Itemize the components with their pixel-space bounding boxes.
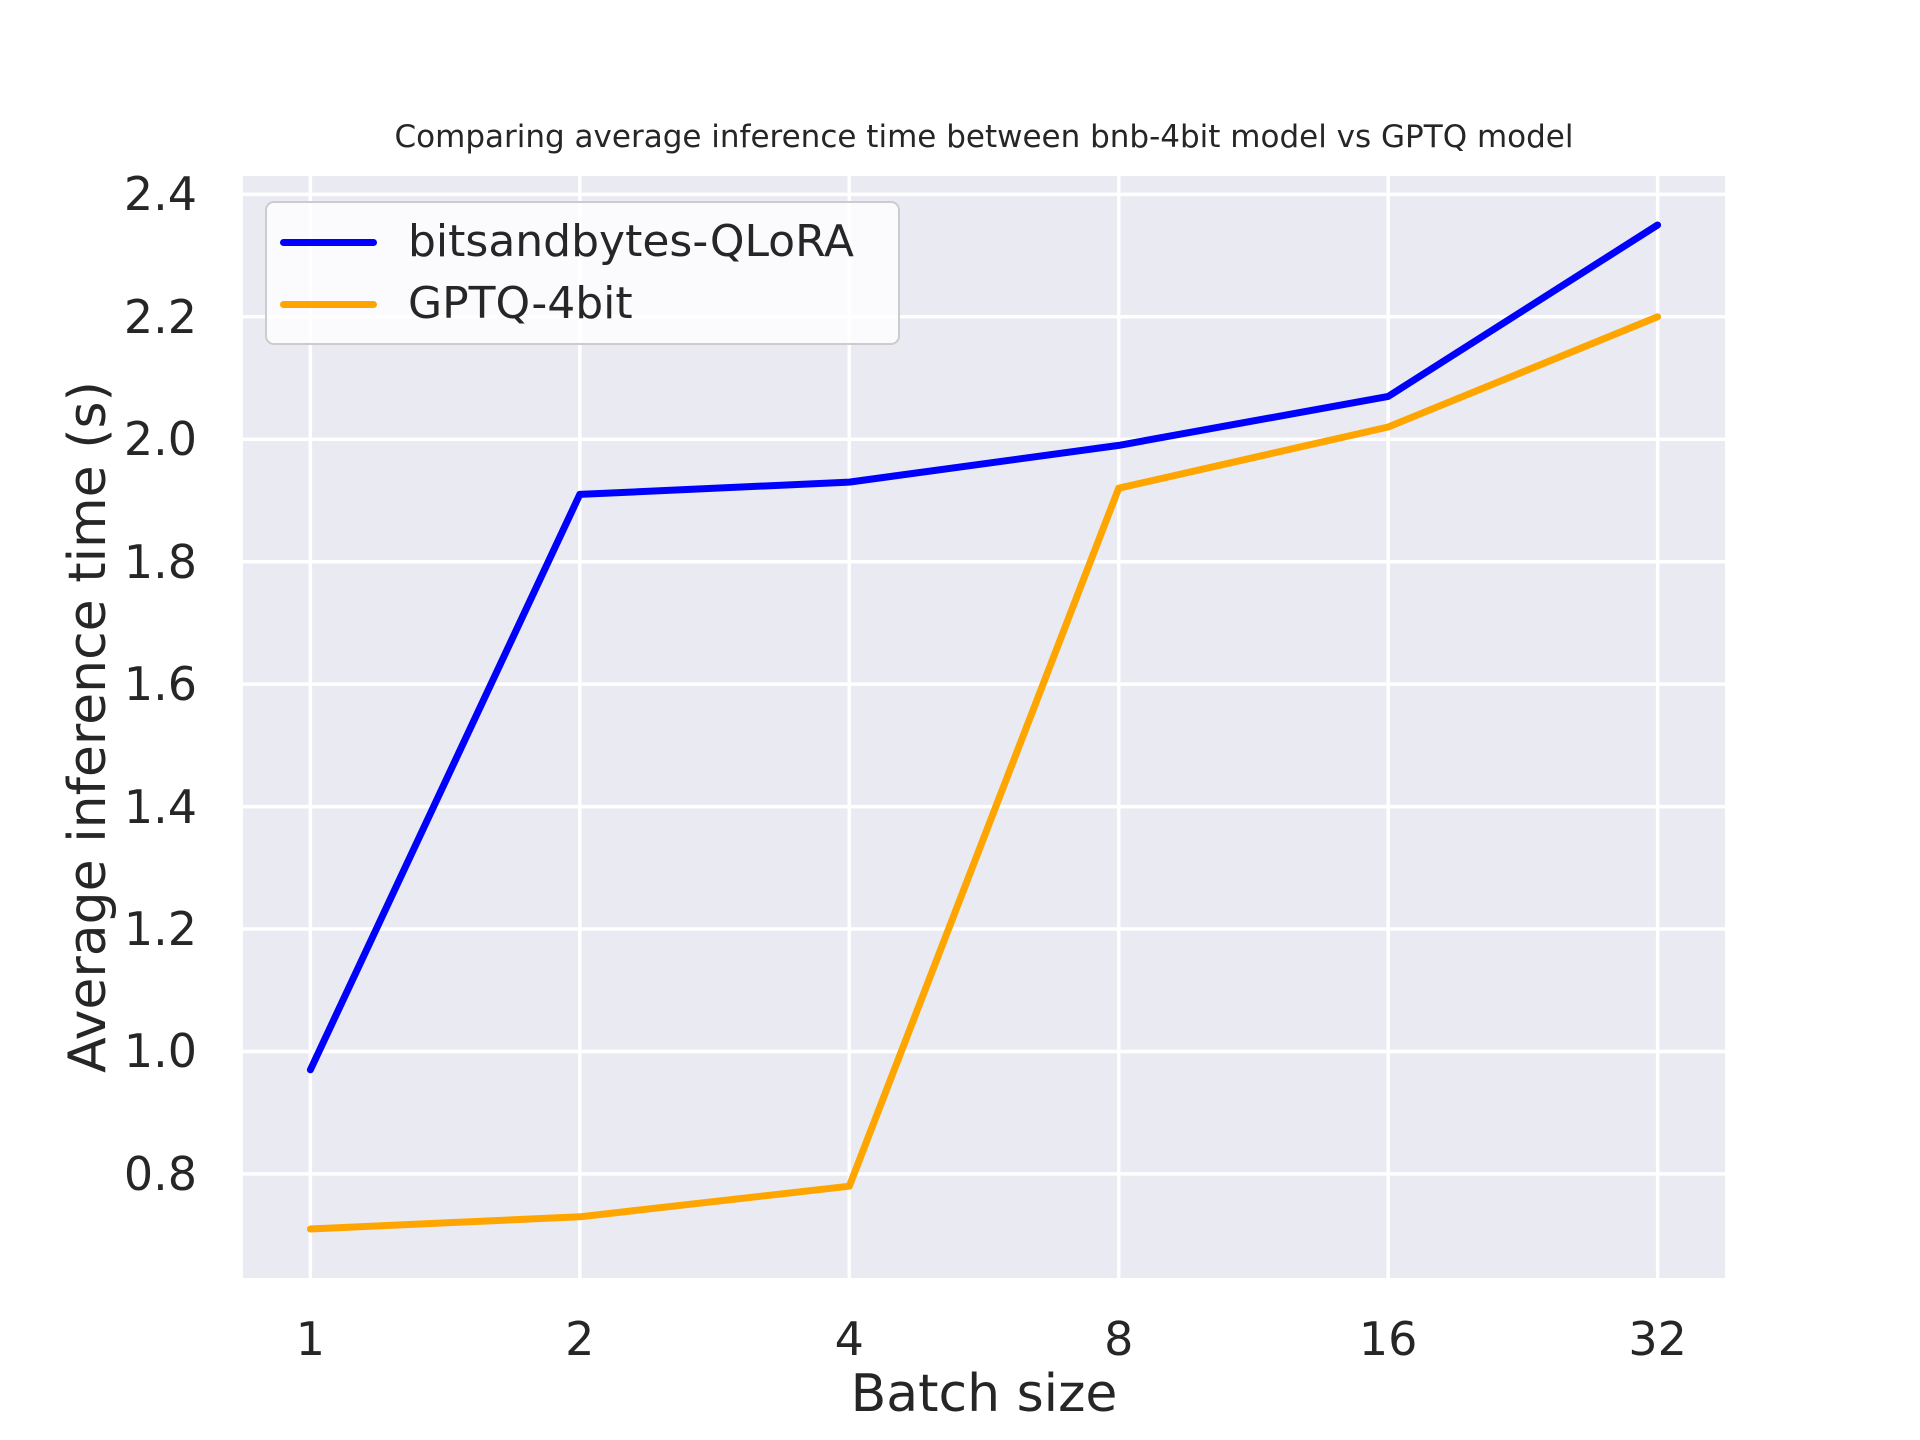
legend: bitsandbytes-QLoRA GPTQ-4bit (265, 201, 900, 345)
series-line-bitsandbytes-QLoRA (306, 221, 1662, 1074)
y-tick-label: 1.2 (123, 902, 197, 957)
legend-label: GPTQ-4bit (408, 278, 633, 329)
chart-title: Comparing average inference time between… (394, 119, 1574, 155)
x-axis-label: Batch size (850, 1364, 1118, 1424)
legend-entry: bitsandbytes-QLoRA (280, 215, 888, 269)
y-tick-label: 2.2 (123, 289, 197, 344)
y-tick-label: 2.0 (123, 412, 197, 467)
series-line-GPTQ-4bit (306, 313, 1662, 1233)
y-axis-label: Average inference time (s) (58, 381, 118, 1073)
y-tick-label: 1.8 (123, 534, 197, 589)
x-tick-label: 16 (1358, 1312, 1418, 1366)
y-tick-label: 1.6 (123, 657, 197, 712)
legend-label: bitsandbytes-QLoRA (408, 216, 854, 267)
legend-entry: GPTQ-4bit (280, 277, 888, 331)
y-tick-label: 1.4 (123, 779, 197, 834)
y-tick-label: 0.8 (123, 1146, 197, 1201)
x-tick-label: 1 (295, 1312, 325, 1366)
x-tick-label: 4 (834, 1312, 864, 1366)
y-tick-label: 1.0 (123, 1024, 197, 1079)
plot-area (243, 176, 1725, 1278)
legend-line-swatch (280, 238, 377, 246)
x-tick-label: 2 (565, 1312, 595, 1366)
y-tick-label: 2.4 (123, 167, 197, 222)
x-tick-label: 32 (1628, 1312, 1687, 1366)
x-tick-label: 8 (1104, 1312, 1134, 1366)
legend-line-swatch (280, 300, 377, 308)
